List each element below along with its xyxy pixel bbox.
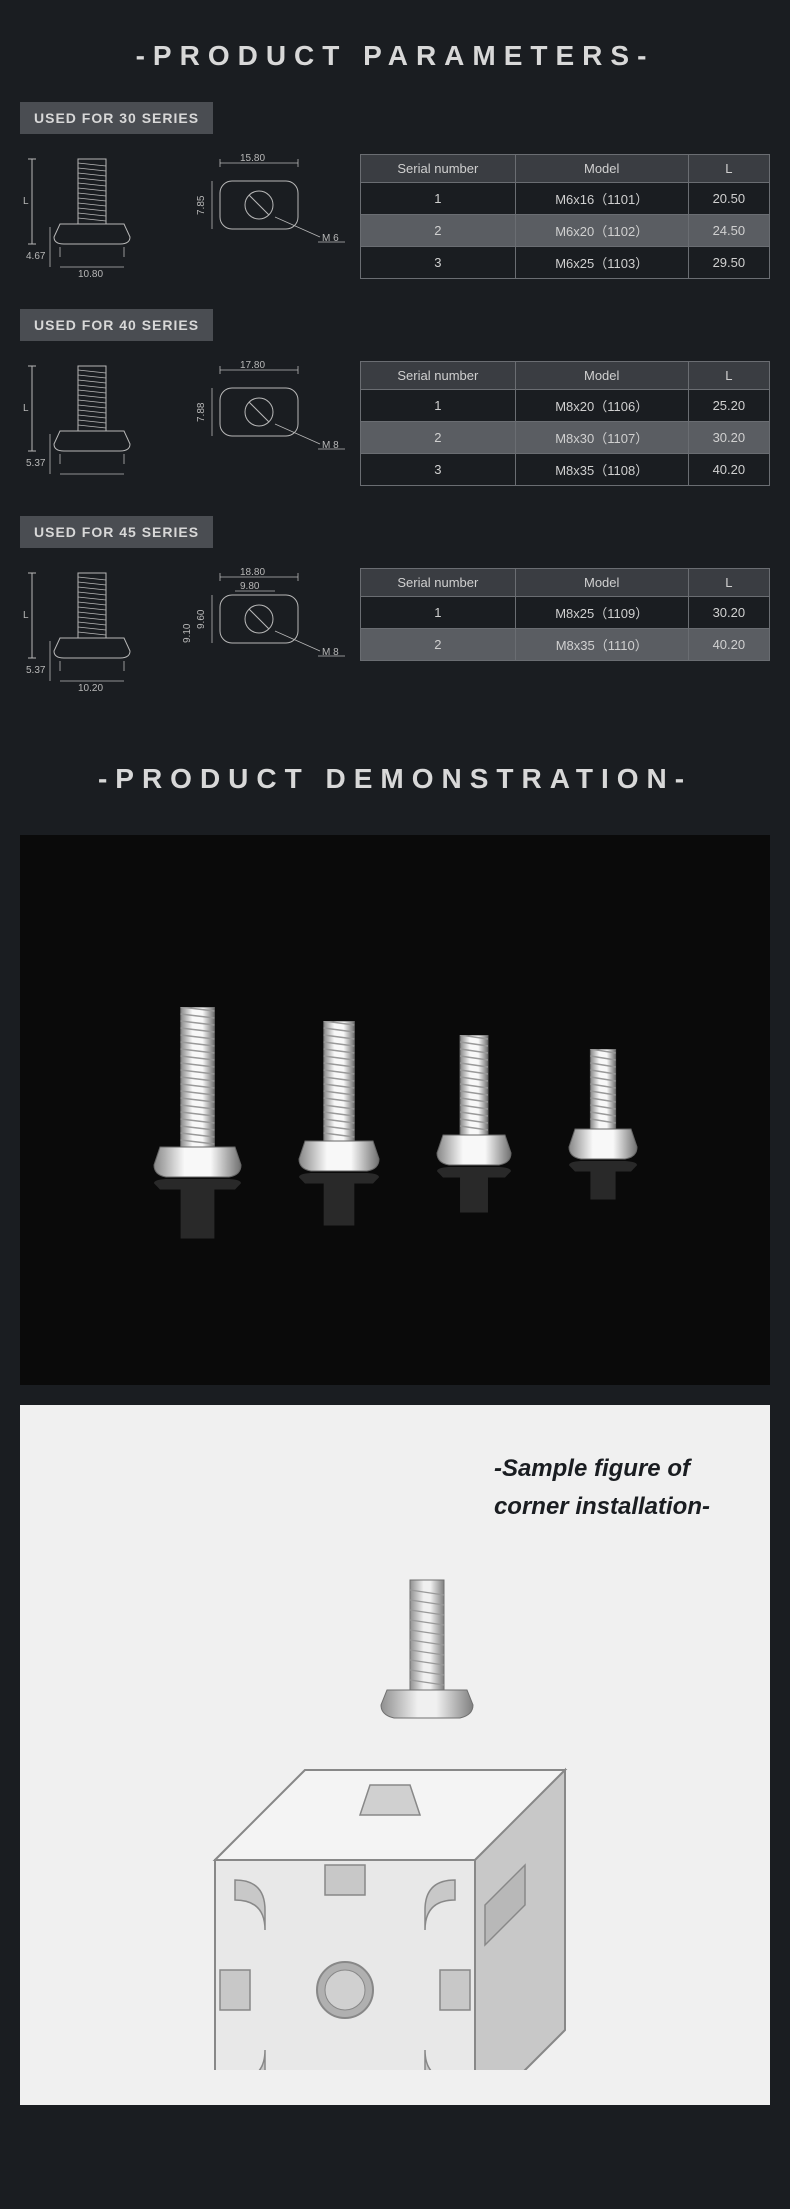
table-cell: 29.50	[688, 247, 769, 279]
svg-text:10.80: 10.80	[78, 269, 103, 279]
demo-panel	[20, 835, 770, 1385]
svg-text:10.20: 10.20	[78, 683, 103, 693]
top-diagram: 17.80 7.88 M 8	[180, 356, 350, 456]
table-header: Model	[515, 569, 688, 597]
table-cell: M6x25（1103）	[515, 247, 688, 279]
table-cell: 3	[361, 247, 516, 279]
demo-bolt	[150, 1007, 245, 1253]
top-diagram: 18.80 9.80 9.60 9.10 M 8	[180, 563, 350, 663]
diagram-area: L 10.20 5.37 18.80 9.80 9.60 9.10 M 8	[20, 563, 350, 693]
table-header: L	[688, 155, 769, 183]
demo-bolt	[433, 1035, 515, 1225]
diagram-area: L 10.80 4.67 15.80 7.85 M 6	[20, 149, 350, 279]
table-cell: M8x20（1106）	[515, 390, 688, 422]
series-label: USED FOR 30 SERIES	[20, 102, 213, 134]
table-cell: 3	[361, 454, 516, 486]
diagram-area: L 5.37 17.80 7.88 M 8	[20, 356, 350, 486]
table-header: Serial number	[361, 569, 516, 597]
table-header: Serial number	[361, 155, 516, 183]
spec-table: Serial numberModelL 1M8x25（1109）30.20 2M…	[360, 568, 770, 661]
install-caption-line: -Sample figure of	[494, 1450, 710, 1488]
table-cell: 2	[361, 422, 516, 454]
table-header: Model	[515, 155, 688, 183]
table-cell: M8x35（1108）	[515, 454, 688, 486]
table-cell: M8x30（1107）	[515, 422, 688, 454]
svg-text:L: L	[23, 196, 29, 207]
table-header: Model	[515, 362, 688, 390]
install-caption: -Sample figure of corner installation-	[494, 1450, 710, 1527]
side-diagram: L 10.20 5.37	[20, 563, 170, 693]
svg-text:5.37: 5.37	[26, 458, 46, 469]
svg-text:9.80: 9.80	[240, 581, 260, 592]
table-cell: M6x16（1101）	[515, 183, 688, 215]
svg-text:9.10: 9.10	[182, 623, 193, 643]
extrusion-illustration	[155, 1570, 635, 2075]
svg-text:L: L	[23, 403, 29, 414]
svg-text:7.88: 7.88	[196, 402, 207, 422]
top-diagram: 15.80 7.85 M 6	[180, 149, 350, 249]
svg-text:17.80: 17.80	[240, 360, 265, 371]
side-diagram: L 5.37	[20, 356, 170, 486]
table-cell: 24.50	[688, 215, 769, 247]
series-block: USED FOR 30 SERIES L 10.80 4.67 15.80	[0, 102, 790, 279]
section-title-demonstration: -PRODUCT DEMONSTRATION-	[0, 723, 790, 825]
svg-text:4.67: 4.67	[26, 251, 46, 262]
svg-text:9.60: 9.60	[196, 609, 207, 629]
table-row: 2M8x35（1110）40.20	[361, 629, 770, 661]
table-cell: 2	[361, 629, 516, 661]
table-row: 3M8x35（1108）40.20	[361, 454, 770, 486]
table-cell: 1	[361, 597, 516, 629]
table-row: 2M6x20（1102）24.50	[361, 215, 770, 247]
demo-bolt	[565, 1049, 641, 1211]
table-cell: 25.20	[688, 390, 769, 422]
svg-text:L: L	[23, 610, 29, 621]
table-cell: 20.50	[688, 183, 769, 215]
side-diagram: L 10.80 4.67	[20, 149, 170, 279]
table-cell: M8x35（1110）	[515, 629, 688, 661]
svg-text:5.37: 5.37	[26, 665, 46, 676]
install-panel: -Sample figure of corner installation-	[20, 1405, 770, 2105]
table-cell: 1	[361, 183, 516, 215]
table-row: 3M6x25（1103）29.50	[361, 247, 770, 279]
table-header: L	[688, 569, 769, 597]
table-row: 1M8x25（1109）30.20	[361, 597, 770, 629]
table-cell: 40.20	[688, 454, 769, 486]
table-cell: 30.20	[688, 422, 769, 454]
series-block: USED FOR 40 SERIES L 5.37 17.80	[0, 309, 790, 486]
table-cell: 40.20	[688, 629, 769, 661]
table-header: L	[688, 362, 769, 390]
table-row: 1M8x20（1106）25.20	[361, 390, 770, 422]
install-caption-line: corner installation-	[494, 1488, 710, 1526]
spec-table: Serial numberModelL 1M8x20（1106）25.20 2M…	[360, 361, 770, 486]
table-cell: 30.20	[688, 597, 769, 629]
table-cell: M8x25（1109）	[515, 597, 688, 629]
demo-bolt	[295, 1021, 383, 1239]
svg-text:18.80: 18.80	[240, 567, 265, 578]
svg-text:15.80: 15.80	[240, 153, 265, 164]
series-block: USED FOR 45 SERIES L 10.20 5.37 18.80 9.…	[0, 516, 790, 693]
section-title-parameters: -PRODUCT PARAMETERS-	[0, 0, 790, 102]
series-label: USED FOR 40 SERIES	[20, 309, 213, 341]
table-row: 1M6x16（1101）20.50	[361, 183, 770, 215]
table-cell: M6x20（1102）	[515, 215, 688, 247]
series-label: USED FOR 45 SERIES	[20, 516, 213, 548]
table-cell: 2	[361, 215, 516, 247]
svg-text:7.85: 7.85	[196, 195, 207, 215]
table-cell: 1	[361, 390, 516, 422]
table-header: Serial number	[361, 362, 516, 390]
spec-table: Serial numberModelL 1M6x16（1101）20.50 2M…	[360, 154, 770, 279]
table-row: 2M8x30（1107）30.20	[361, 422, 770, 454]
